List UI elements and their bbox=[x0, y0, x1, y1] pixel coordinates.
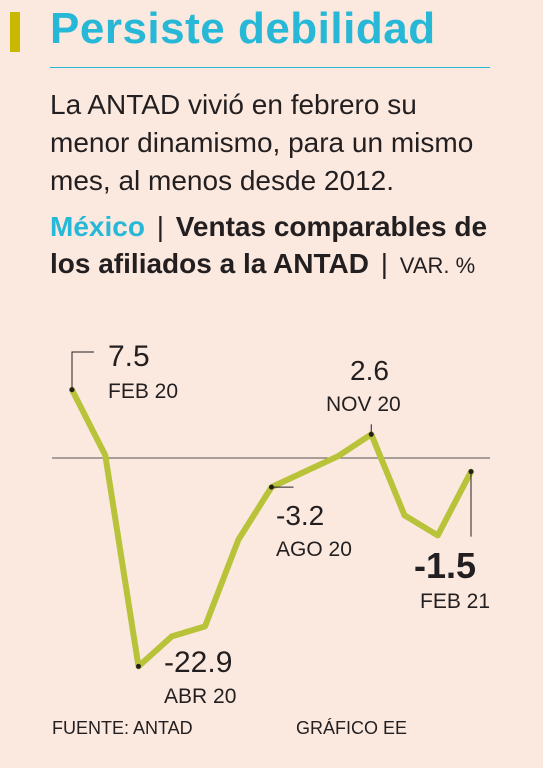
chart-title: Ventas comparables de los afiliados a la… bbox=[50, 211, 488, 279]
chart-heading-separator: | bbox=[156, 211, 164, 242]
data-label-date: AGO 20 bbox=[276, 538, 352, 561]
data-label-value: 7.5 bbox=[108, 340, 150, 373]
data-label-date: FEB 20 bbox=[108, 380, 178, 403]
page-subtitle: La ANTAD vivió en febrero su menor dinam… bbox=[50, 89, 474, 196]
data-label-value: -1.5 bbox=[414, 545, 476, 586]
source-note: FUENTE: ANTAD bbox=[52, 718, 193, 738]
data-label-date: FEB 21 bbox=[420, 590, 490, 613]
title-divider bbox=[50, 67, 490, 68]
series-line bbox=[69, 386, 474, 670]
point-marker-abr-20 bbox=[136, 663, 141, 669]
page-title: Persiste debilidad bbox=[50, 4, 436, 53]
data-label-value: -22.9 bbox=[164, 646, 232, 679]
chart-unit-separator: | bbox=[380, 248, 389, 279]
data-label-value: 2.6 bbox=[350, 355, 389, 386]
credit-note: GRÁFICO EE bbox=[296, 718, 408, 738]
title-accent-bar bbox=[10, 12, 20, 52]
data-label-date: ABR 20 bbox=[164, 685, 236, 708]
data-label-date: NOV 20 bbox=[326, 393, 401, 416]
chart-unit: VAR. % bbox=[399, 253, 476, 278]
chart-heading: México | Ventas comparables de los afili… bbox=[50, 208, 510, 284]
data-label-value: -3.2 bbox=[276, 500, 324, 531]
chart-country: México bbox=[50, 211, 145, 242]
leader-line bbox=[71, 351, 94, 390]
